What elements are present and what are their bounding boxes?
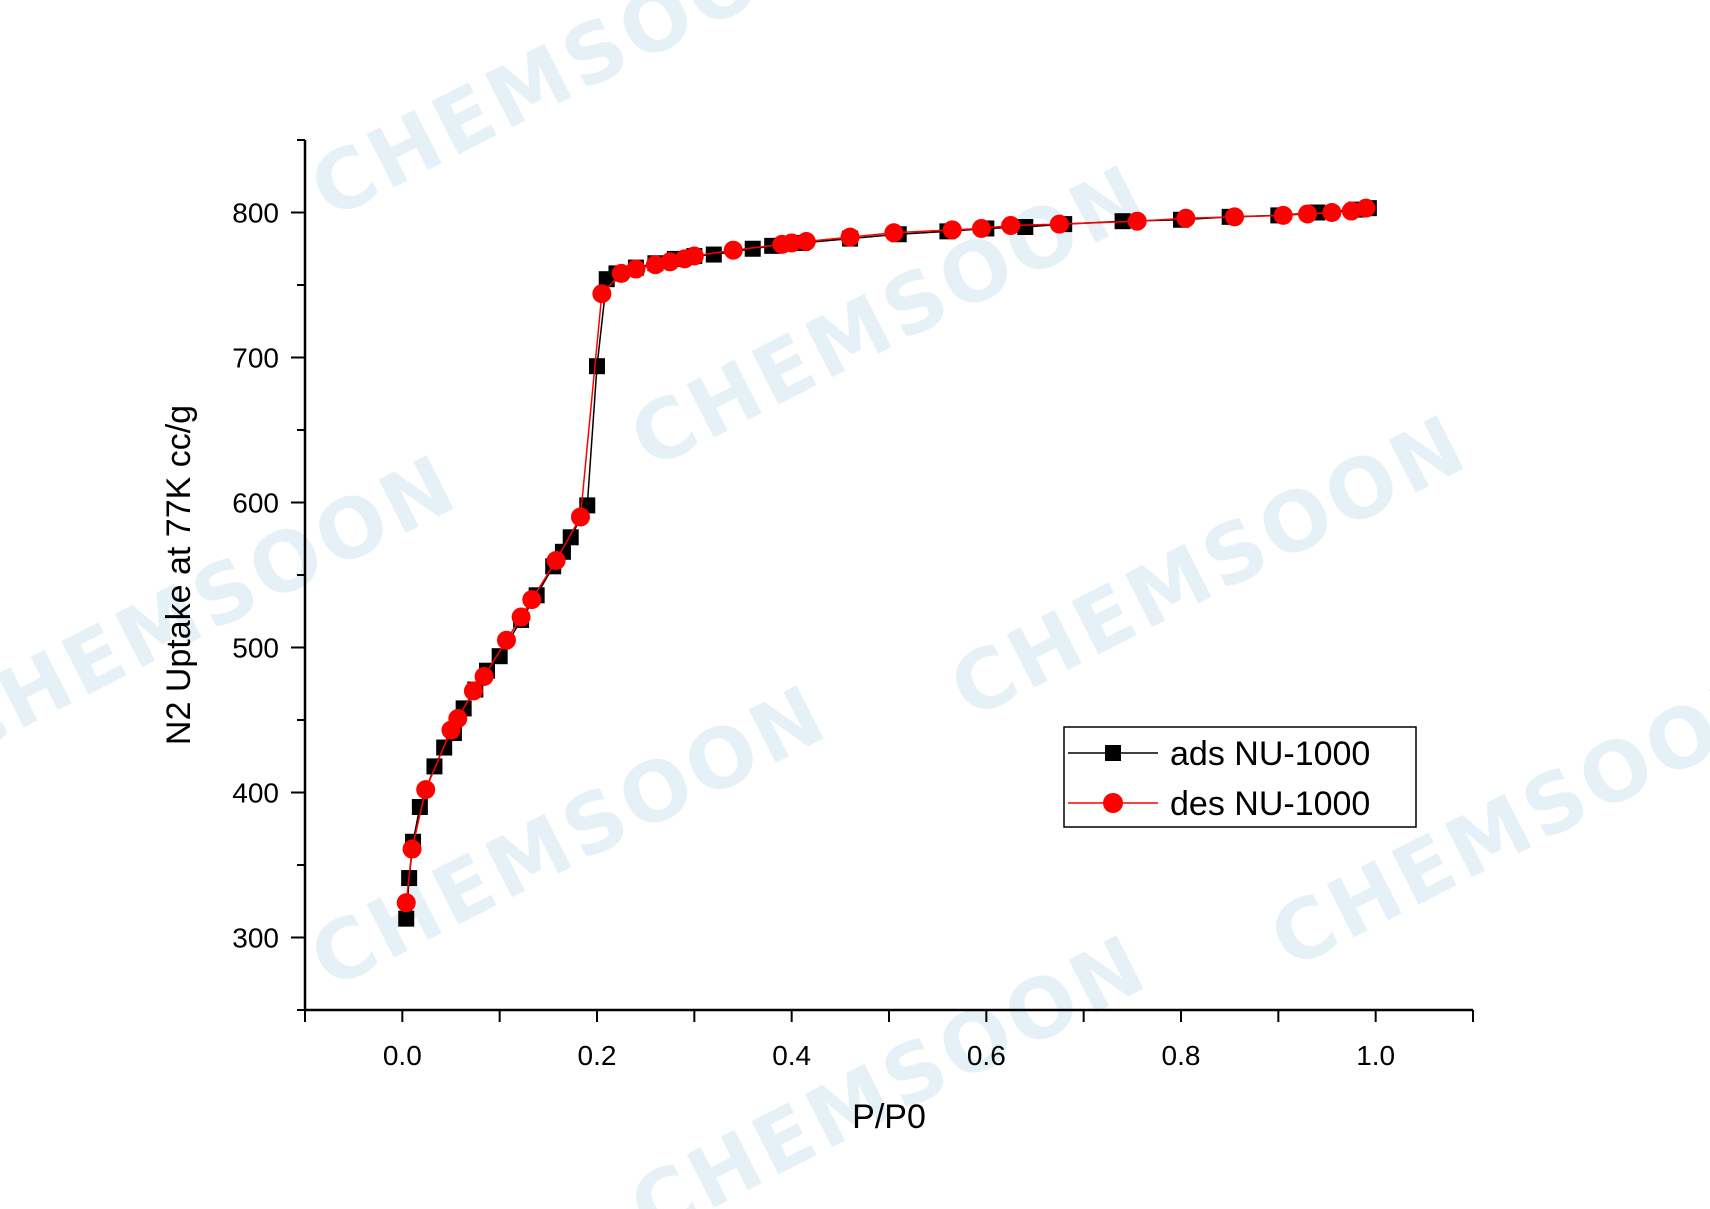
data-point xyxy=(1127,211,1147,231)
data-point xyxy=(491,648,508,665)
x-tick-label: 0.0 xyxy=(383,1040,422,1071)
y-axis-title: N2 Uptake at 77K cc/g xyxy=(160,405,198,745)
data-point xyxy=(1001,216,1021,236)
data-point xyxy=(496,630,516,650)
data-point xyxy=(840,227,860,247)
data-point xyxy=(589,358,605,375)
data-point xyxy=(398,910,415,927)
x-tick-label: 1.0 xyxy=(1356,1040,1395,1071)
data-point xyxy=(1176,208,1196,228)
data-point xyxy=(511,607,531,627)
data-point xyxy=(396,893,416,913)
x-tick-label: 0.6 xyxy=(967,1040,1006,1071)
data-point xyxy=(463,681,483,701)
y-tick-label: 500 xyxy=(232,633,279,664)
watermark-text: CHEMSOON xyxy=(296,0,843,238)
data-point xyxy=(645,255,665,275)
data-point xyxy=(684,246,704,266)
x-tick-label: 0.8 xyxy=(1162,1040,1201,1071)
data-point xyxy=(782,233,802,253)
y-tick-label: 700 xyxy=(232,343,279,374)
watermark-text: CHEMSOON xyxy=(936,396,1483,737)
data-point xyxy=(723,240,743,260)
data-point xyxy=(971,218,991,238)
data-point xyxy=(416,780,436,800)
legend-ads-marker xyxy=(1105,745,1121,761)
y-tick-label: 300 xyxy=(232,923,279,954)
data-point xyxy=(592,284,612,304)
data-point xyxy=(611,263,631,283)
data-point xyxy=(1225,207,1245,227)
data-point xyxy=(546,551,566,570)
y-tick-label: 800 xyxy=(232,198,279,229)
data-point xyxy=(884,223,904,243)
data-point xyxy=(626,259,646,279)
data-point xyxy=(796,232,816,251)
x-tick-label: 0.4 xyxy=(772,1040,811,1071)
legend-des-marker xyxy=(1103,793,1123,813)
data-point xyxy=(522,590,542,610)
data-point xyxy=(660,252,680,272)
data-point xyxy=(474,667,494,686)
data-point xyxy=(570,507,590,527)
data-point xyxy=(705,246,722,263)
legend-box xyxy=(1063,726,1417,828)
data-point xyxy=(411,799,428,815)
legend-ads-label: ads NU-1000 xyxy=(1170,735,1370,773)
y-tick-label: 600 xyxy=(232,488,279,519)
data-point xyxy=(402,839,422,859)
watermark-text: CHEMSOON xyxy=(616,916,1163,1209)
data-point xyxy=(1298,204,1318,224)
series-1 xyxy=(396,198,1376,913)
data-point xyxy=(1049,214,1069,234)
data-point xyxy=(1273,205,1293,225)
x-axis-title: P/P0 xyxy=(852,1098,926,1136)
ticks: 0.0 0.2 0.4 0.6 0.8 1.0 300 400 500 600 700 800 xyxy=(232,139,1474,1071)
x-tick-label: 0.2 xyxy=(578,1040,617,1071)
data-point xyxy=(1341,201,1361,221)
data-point xyxy=(942,220,962,240)
data-point xyxy=(1322,203,1342,222)
legend: ads NU-1000 des NU-1000 xyxy=(1063,726,1417,828)
watermark-text: CHEMSOON xyxy=(616,146,1163,487)
series-layer xyxy=(396,198,1377,927)
data-point xyxy=(1017,219,1034,235)
data-point xyxy=(744,240,761,257)
legend-des-label: des NU-1000 xyxy=(1170,785,1370,823)
y-tick-label: 400 xyxy=(232,778,279,809)
data-point xyxy=(1356,198,1376,218)
data-point xyxy=(426,758,443,775)
data-point xyxy=(448,709,468,729)
watermark-text: CHEMSOON xyxy=(296,666,843,1007)
